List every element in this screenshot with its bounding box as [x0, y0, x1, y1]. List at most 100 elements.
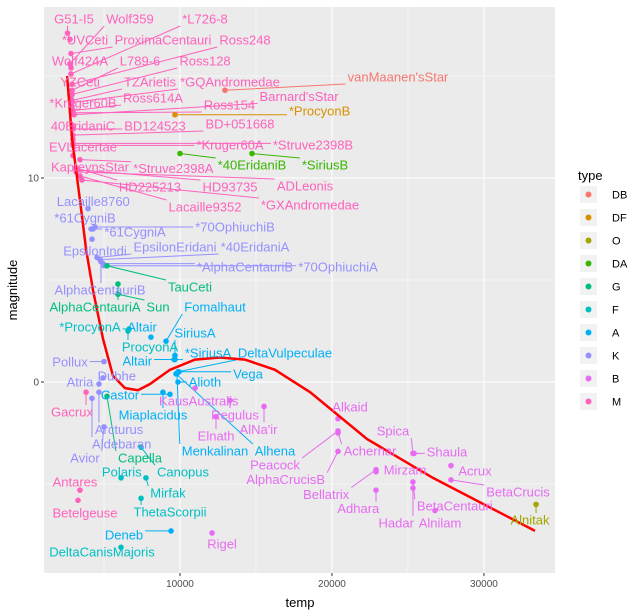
- point-label: Ross614A: [123, 91, 183, 106]
- data-point: [177, 150, 183, 157]
- point-label: YZCeti: [60, 75, 100, 90]
- legend-point-icon: [585, 306, 592, 313]
- point-label: Capella: [118, 451, 163, 466]
- point-label: Acrux: [458, 464, 492, 479]
- data-point: [67, 36, 73, 43]
- point-label: Ross154: [204, 98, 255, 113]
- data-point: [96, 389, 102, 396]
- label-segment: [72, 88, 179, 104]
- data-point: [448, 477, 454, 483]
- point-label: Mirfak: [150, 486, 186, 501]
- data-point: [410, 479, 416, 485]
- legend-point-icon: [585, 214, 592, 221]
- point-label: BetaCentauri: [417, 499, 493, 514]
- y-axis-title: magnitude: [5, 260, 20, 321]
- data-point: [167, 391, 173, 398]
- point-label: *AlphaCentauriB: [197, 260, 293, 275]
- data-point: [249, 150, 255, 157]
- point-label: Pollux: [52, 355, 88, 370]
- label-segments: [67, 25, 537, 532]
- point-label: Hadar: [378, 516, 414, 531]
- data-point: [432, 507, 438, 514]
- point-label: HD225213: [119, 180, 181, 195]
- label-segment: [101, 426, 105, 452]
- data-point: [213, 413, 219, 420]
- label-segment: [77, 169, 201, 181]
- data-point: [410, 485, 416, 491]
- data-point: [335, 430, 341, 436]
- data-point: [160, 389, 166, 396]
- point-label: AlNa'ir: [240, 422, 279, 437]
- point-label: Canopus: [157, 465, 210, 480]
- data-point: [98, 258, 104, 265]
- data-point: [143, 475, 149, 481]
- point-label: KapteynsStar: [51, 160, 130, 175]
- data-point: [69, 87, 75, 94]
- label-segment: [106, 396, 117, 452]
- point-label: vanMaanen'sStar: [348, 70, 449, 85]
- point-label: Altair: [122, 354, 152, 369]
- data-point: [68, 65, 74, 71]
- point-label: Deneb: [105, 528, 143, 543]
- legend-label: DF: [612, 213, 627, 225]
- legend-label: G: [612, 282, 621, 294]
- y-tick-label: 10: [28, 174, 40, 185]
- point-label: BD124523: [124, 119, 185, 134]
- point-label: *SiriusB: [302, 158, 348, 173]
- label-segment: [450, 479, 485, 486]
- point-label: Miaplacidus: [119, 408, 188, 423]
- point-label: Antares: [53, 475, 98, 490]
- data-point: [64, 30, 71, 36]
- data-point: [173, 371, 179, 377]
- legend-label: DB: [612, 190, 627, 202]
- legend-point-icon: [585, 352, 592, 359]
- label-segment: [79, 175, 167, 201]
- point-label: *GXAndromedae: [261, 198, 359, 213]
- legend-title: type: [578, 168, 603, 183]
- data-point: [104, 393, 110, 400]
- data-point: [148, 334, 154, 340]
- legend-point-icon: [585, 375, 592, 382]
- point-label: HD93735: [203, 180, 258, 195]
- point-label: Barnard'sStar: [260, 89, 340, 104]
- x-tick-label: 10000: [166, 579, 194, 590]
- data-point: [411, 450, 417, 457]
- label-segment: [72, 130, 204, 136]
- label-segment: [176, 373, 181, 445]
- data-point: [70, 109, 76, 116]
- legend-label: K: [612, 351, 620, 363]
- label-segment: [100, 253, 219, 261]
- data-point: [138, 495, 144, 502]
- data-point: [104, 262, 110, 269]
- point-label: TauCeti: [168, 280, 212, 295]
- label-segment: [70, 46, 113, 55]
- point-label: DeltaVulpeculae: [238, 346, 332, 361]
- label-segment: [70, 25, 181, 75]
- point-label: *61CygniB: [54, 211, 115, 226]
- point-label: Ross128: [179, 54, 230, 69]
- data-point: [261, 403, 267, 410]
- label-segment: [76, 171, 275, 180]
- legend-point-icon: [585, 191, 592, 198]
- point-label: *Struve2398A: [133, 161, 214, 176]
- label-segment: [69, 25, 105, 65]
- point-label: Bellatrix: [303, 487, 350, 502]
- point-label: Alhena: [255, 444, 296, 459]
- point-label: Shaula: [427, 445, 468, 460]
- point-label: *40EridaniA: [221, 240, 290, 255]
- point-label: EpsilonEridani: [133, 240, 216, 255]
- data-point: [192, 385, 198, 391]
- data-point: [96, 381, 102, 387]
- legend-point-icon: [585, 398, 592, 405]
- point-label: Vega: [233, 367, 263, 382]
- point-label: *ProcyonA: [59, 320, 121, 335]
- point-label: EVLacertae: [49, 140, 117, 155]
- point-label: Rigel: [207, 537, 237, 552]
- label-segment: [175, 373, 254, 445]
- data-point: [172, 356, 178, 363]
- data-point: [448, 462, 454, 469]
- x-tick-label: 30000: [470, 579, 498, 590]
- data-point: [85, 205, 91, 212]
- data-point: [100, 375, 106, 381]
